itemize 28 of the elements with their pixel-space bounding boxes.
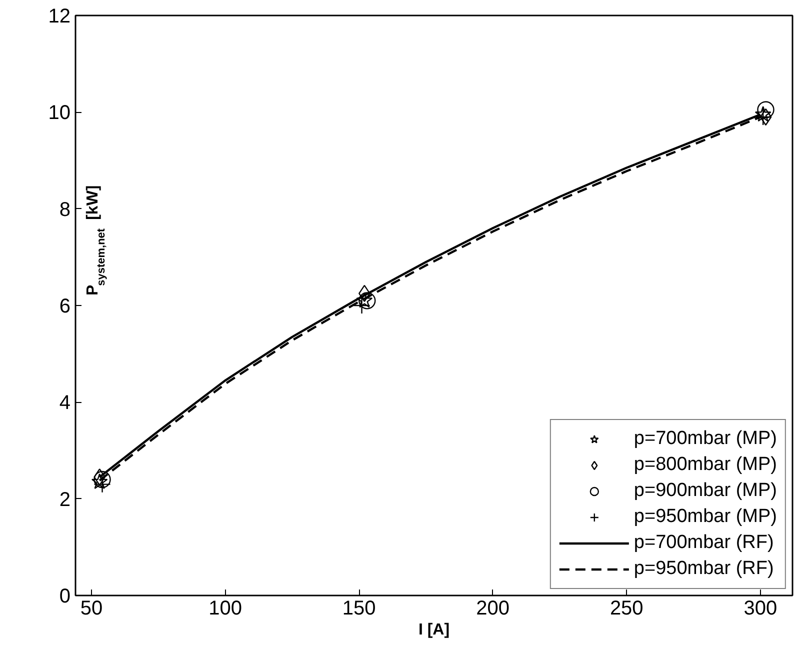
point bbox=[353, 296, 370, 314]
legend-label: p=900mbar (MP) bbox=[634, 480, 777, 502]
x-tick-label: 250 bbox=[610, 598, 644, 620]
legend-label: p=950mbar (RF) bbox=[634, 558, 774, 580]
legend-label: p=700mbar (RF) bbox=[634, 532, 774, 554]
point bbox=[358, 292, 376, 310]
x-tick-label: 50 bbox=[80, 598, 103, 620]
point bbox=[91, 473, 108, 489]
x-tick-label: 100 bbox=[208, 598, 242, 620]
y-tick-label: 12 bbox=[48, 6, 71, 28]
y-tick-label: 2 bbox=[59, 488, 70, 511]
y-tick-label: 4 bbox=[59, 392, 70, 414]
legend-label: p=950mbar (MP) bbox=[634, 506, 777, 528]
legend-label: p=800mbar (MP) bbox=[634, 454, 777, 476]
x-tick-label: 200 bbox=[476, 598, 510, 620]
y-tick-label: 8 bbox=[59, 198, 70, 221]
x-tick-label: 150 bbox=[342, 598, 376, 620]
point bbox=[94, 470, 111, 488]
x-tick-label: 300 bbox=[744, 598, 778, 620]
y-tick-label: 10 bbox=[48, 102, 71, 124]
point bbox=[356, 292, 373, 308]
point bbox=[757, 101, 774, 118]
x-axis-title: I [A] bbox=[418, 622, 450, 638]
legend-label: p=700mbar (MP) bbox=[634, 428, 777, 450]
y-tick-label: 6 bbox=[59, 296, 70, 318]
y-tick-label: 0 bbox=[59, 586, 70, 608]
y-axis-title: Psystem,net [kW] bbox=[84, 185, 108, 296]
point bbox=[754, 106, 772, 122]
